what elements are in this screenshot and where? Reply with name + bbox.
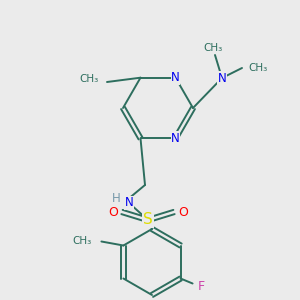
- Text: H: H: [112, 191, 120, 205]
- Text: N: N: [218, 71, 226, 85]
- Text: O: O: [108, 206, 118, 218]
- Text: O: O: [178, 206, 188, 218]
- Text: CH₃: CH₃: [80, 74, 99, 84]
- Text: S: S: [143, 212, 153, 227]
- Text: CH₃: CH₃: [248, 63, 268, 73]
- Text: F: F: [198, 280, 205, 293]
- Text: CH₃: CH₃: [72, 236, 92, 247]
- Text: CH₃: CH₃: [203, 43, 223, 53]
- Text: N: N: [124, 196, 134, 209]
- Text: N: N: [171, 71, 180, 84]
- Text: N: N: [171, 132, 180, 145]
